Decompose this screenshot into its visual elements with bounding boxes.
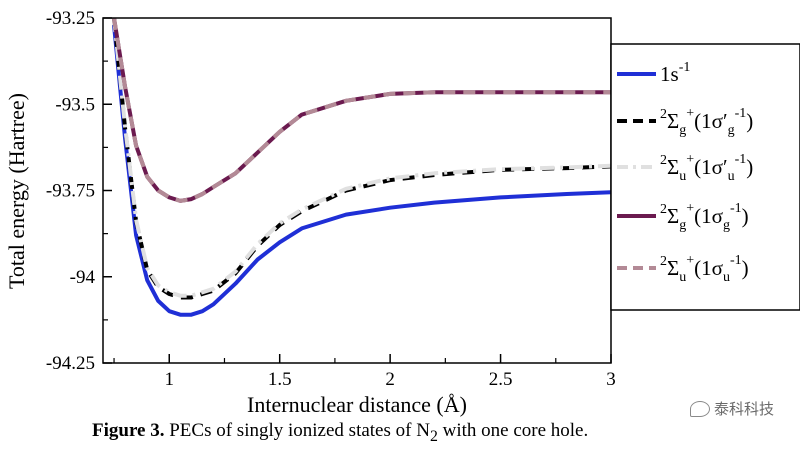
wechat-icon [689, 400, 710, 417]
y-axis-label: Total energy (Hartree) [4, 93, 29, 289]
y-axis: -93.25 -93.5 -93.75 -94 -94.25 [46, 8, 112, 374]
x-tick-label: 3 [606, 369, 616, 390]
legend-label-0: 1s-1 [660, 60, 690, 86]
x-tick-label: 2 [385, 369, 395, 390]
caption-text: PECs of singly ionized states of N [169, 420, 430, 441]
caption-tail: with one core hole. [437, 420, 589, 441]
series-line-4 [112, 18, 611, 203]
caption-sub: 2 [429, 427, 438, 445]
y-tick-label: -94.25 [46, 353, 95, 374]
x-tick-label: 1.5 [268, 369, 292, 390]
legend: 1s-1 2Σg+(1σ′g-1) 2Σu+(1σ′u-1) 2Σg+(1σg-1) 2… [610, 43, 800, 311]
legend-label-3: 2Σg+(1σg-1) [660, 201, 749, 233]
caption-label: Figure 3. [92, 420, 165, 441]
legend-label-4: 2Σu+(1σu-1) [660, 253, 749, 285]
watermark-text: 泰科科技 [713, 400, 774, 418]
x-tick-label: 2.5 [489, 369, 513, 390]
y-tick-label: -93.5 [55, 94, 95, 115]
legend-label-2: 2Σu+(1σ′u-1) [660, 152, 753, 184]
x-axis: 1 1.5 2 2.5 3 [113, 354, 616, 390]
legend-box [610, 43, 800, 311]
series-line-1 [112, 18, 611, 300]
figure-caption: Figure 3. PECs of singly ionized states … [92, 420, 588, 446]
y-tick-label: -93.75 [46, 181, 95, 202]
y-tick-label: -94 [70, 267, 96, 288]
x-tick-label: 1 [165, 369, 175, 390]
series-line-2 [112, 18, 611, 298]
series-line-3 [112, 18, 611, 203]
x-axis-label: Internuclear distance (Å) [247, 392, 467, 417]
y-tick-label: -93.25 [46, 8, 95, 29]
watermark: 泰科科技 [689, 398, 774, 419]
plot-frame [102, 17, 612, 364]
legend-label-1: 2Σg+(1σ′g-1) [660, 106, 753, 138]
series-line-0 [112, 24, 611, 317]
series-lines [112, 18, 611, 317]
